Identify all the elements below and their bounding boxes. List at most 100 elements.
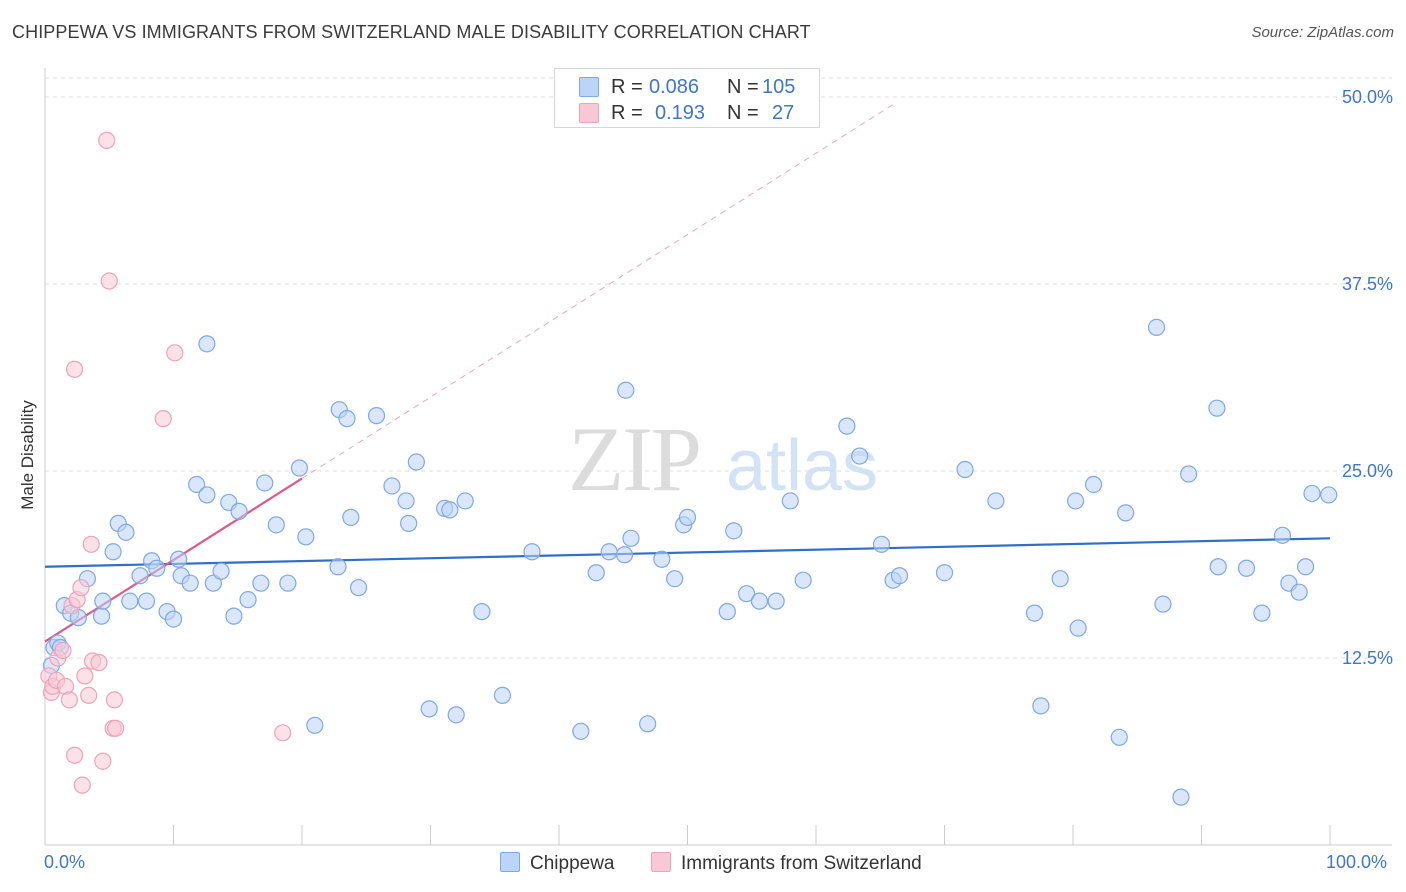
chippewa-point [523, 543, 541, 561]
chippewa-point [653, 550, 671, 568]
chippewa-point [838, 417, 856, 435]
chippewa-point [306, 716, 324, 734]
swiss-point [100, 272, 118, 290]
axes [44, 68, 1392, 846]
chippewa-point [367, 407, 386, 425]
bottom-legend-swiss: Immigrants from Switzerland [651, 852, 922, 875]
chippewa-point [397, 492, 415, 510]
chippewa-point [1051, 570, 1069, 588]
legend-n-label: N = [727, 102, 759, 124]
chippewa-point [725, 522, 743, 540]
legend-r-label: R = [611, 76, 643, 98]
chippewa-trend-line [44, 537, 1331, 568]
chippewa-point [181, 574, 199, 592]
chippewa-point [188, 475, 206, 494]
chart-title: CHIPPEWA VS IMMIGRANTS FROM SWITZERLAND … [12, 22, 811, 42]
chippewa-point [851, 447, 869, 465]
chippewa-point [493, 686, 512, 705]
chippewa-point [1084, 475, 1103, 494]
chippewa-point [1303, 484, 1321, 503]
chippewa-point [342, 508, 360, 526]
chippewa-point [349, 579, 368, 597]
swiss-point [90, 653, 108, 672]
chippewa-point [131, 567, 149, 585]
source-credit: Source: ZipAtlas.com [1251, 24, 1394, 41]
chippewa-point [473, 603, 491, 621]
legend-n-value: 27 [772, 102, 795, 124]
chippewa-point [1154, 595, 1172, 613]
chippewa-point [400, 514, 418, 532]
tick-labels: 12.5% 25.0% 37.5% 50.0% [1342, 87, 1393, 668]
legend-n-value: 105 [762, 76, 796, 98]
chippewa-point [1296, 558, 1315, 576]
chippewa-point [1066, 492, 1085, 510]
chippewa-point [212, 562, 230, 580]
swiss-point [73, 776, 91, 794]
chippewa-point [1172, 788, 1190, 806]
y-tick-label: 37.5% [1342, 274, 1393, 294]
swiss-point [65, 746, 84, 764]
chippewa-point [890, 567, 909, 585]
swiss-point [107, 719, 125, 737]
chippewa-point [1320, 486, 1338, 504]
chippewa-point [170, 550, 188, 568]
swiss-point [54, 641, 72, 660]
y-tick-label: 25.0% [1342, 461, 1393, 481]
x-tick-label-max: 100.0% [1326, 852, 1388, 872]
chippewa-point [738, 585, 756, 603]
chippewa-point [456, 492, 474, 510]
chippewa-point [1209, 558, 1227, 576]
swiss-point [82, 535, 100, 553]
gridlines [45, 77, 1392, 659]
chippewa-point [383, 477, 401, 495]
legend-swatch-swiss [579, 103, 599, 123]
bottom-legend-chippewa: Chippewa [500, 852, 615, 875]
chippewa-point [718, 603, 736, 621]
swiss-point [65, 360, 84, 378]
chippewa-point [420, 700, 438, 718]
chippewa-point [279, 574, 297, 592]
chippewa-point [617, 381, 635, 399]
correlation-legend: R = 0.086 N = 105 R = 0.193 N = 27 [554, 68, 820, 128]
chippewa-point [198, 486, 216, 504]
swiss-point [166, 344, 184, 362]
chippewa-point [750, 592, 769, 610]
legend-r-value: 0.193 [655, 102, 706, 124]
chippewa-point [639, 715, 657, 733]
x-tick-label-min: 0.0% [44, 852, 86, 872]
swiss-point [274, 724, 292, 742]
chippewa-point [678, 508, 697, 526]
chippewa-point [198, 335, 216, 353]
chippewa-point [666, 570, 684, 588]
swiss-point [60, 691, 79, 709]
chippewa-point [1147, 318, 1166, 336]
chippewa-point [256, 474, 274, 492]
swiss-point [76, 667, 94, 685]
chippewa-point [104, 543, 122, 561]
legend-r-value: 0.086 [649, 76, 700, 98]
chippewa-point [338, 410, 356, 428]
chippewa-point [204, 574, 222, 592]
chippewa-point [94, 592, 112, 610]
chippewa-point [615, 546, 634, 564]
chippewa-point [1273, 526, 1292, 544]
chippewa-point [297, 528, 315, 546]
swiss-point [105, 691, 123, 709]
chippewa-point [164, 610, 183, 628]
chippewa-point [1208, 399, 1226, 417]
chippewa-point [407, 453, 425, 471]
swiss-points [40, 131, 292, 794]
chippewa-point [447, 706, 465, 724]
chippewa-point [230, 502, 248, 520]
bottom-legend-label-chippewa: Chippewa [530, 853, 615, 874]
swiss-point [154, 410, 172, 428]
chippewa-point [1290, 583, 1308, 601]
chippewa-points [42, 318, 1338, 806]
chippewa-point [1237, 559, 1256, 577]
swiss-point [72, 579, 90, 597]
chippewa-point [252, 574, 270, 592]
chippewa-point [794, 571, 812, 589]
chippewa-point [1069, 619, 1087, 637]
chippewa-point [1253, 604, 1271, 622]
chippewa-point [935, 564, 954, 582]
